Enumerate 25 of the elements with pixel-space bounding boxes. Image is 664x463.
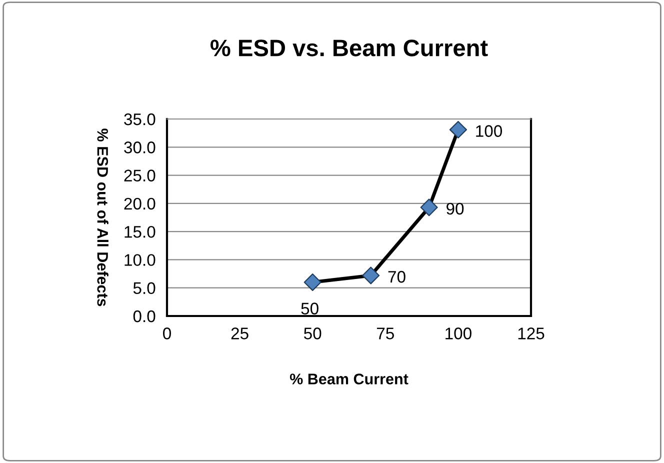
annotation: 90 — [446, 202, 464, 215]
x-tick-label: 75 — [376, 328, 394, 340]
x-tick-label: 100 — [446, 328, 472, 340]
x-tick-label: 25 — [231, 328, 248, 340]
y-tick-label: 20.0 — [124, 198, 156, 210]
y-tick-label: 5.0 — [133, 282, 156, 294]
y-axis-title: % ESD out of All Defects — [97, 128, 108, 306]
annotation: 50 — [301, 302, 318, 314]
annotation: 100 — [476, 125, 502, 137]
y-tick-label: 35.0 — [124, 113, 156, 126]
point — [420, 198, 438, 216]
y-tick-label: 25.0 — [124, 170, 156, 182]
x-tick-label: 0 — [163, 328, 171, 340]
x-axis-title: % Beam Current — [290, 374, 408, 384]
x-tick-label: 50 — [304, 328, 322, 340]
x-tick-label: 125 — [518, 328, 544, 340]
y-tick-label: 0.0 — [133, 310, 156, 322]
y-tick-label: 10.0 — [124, 254, 156, 266]
chart-title: % ESD vs. Beam Current — [210, 40, 488, 56]
point — [362, 266, 380, 284]
y-tick-label: 15.0 — [124, 226, 156, 238]
y-tick-label: 30.0 — [124, 142, 156, 154]
annotation: 70 — [388, 270, 406, 283]
point — [304, 273, 322, 291]
point — [449, 120, 467, 138]
